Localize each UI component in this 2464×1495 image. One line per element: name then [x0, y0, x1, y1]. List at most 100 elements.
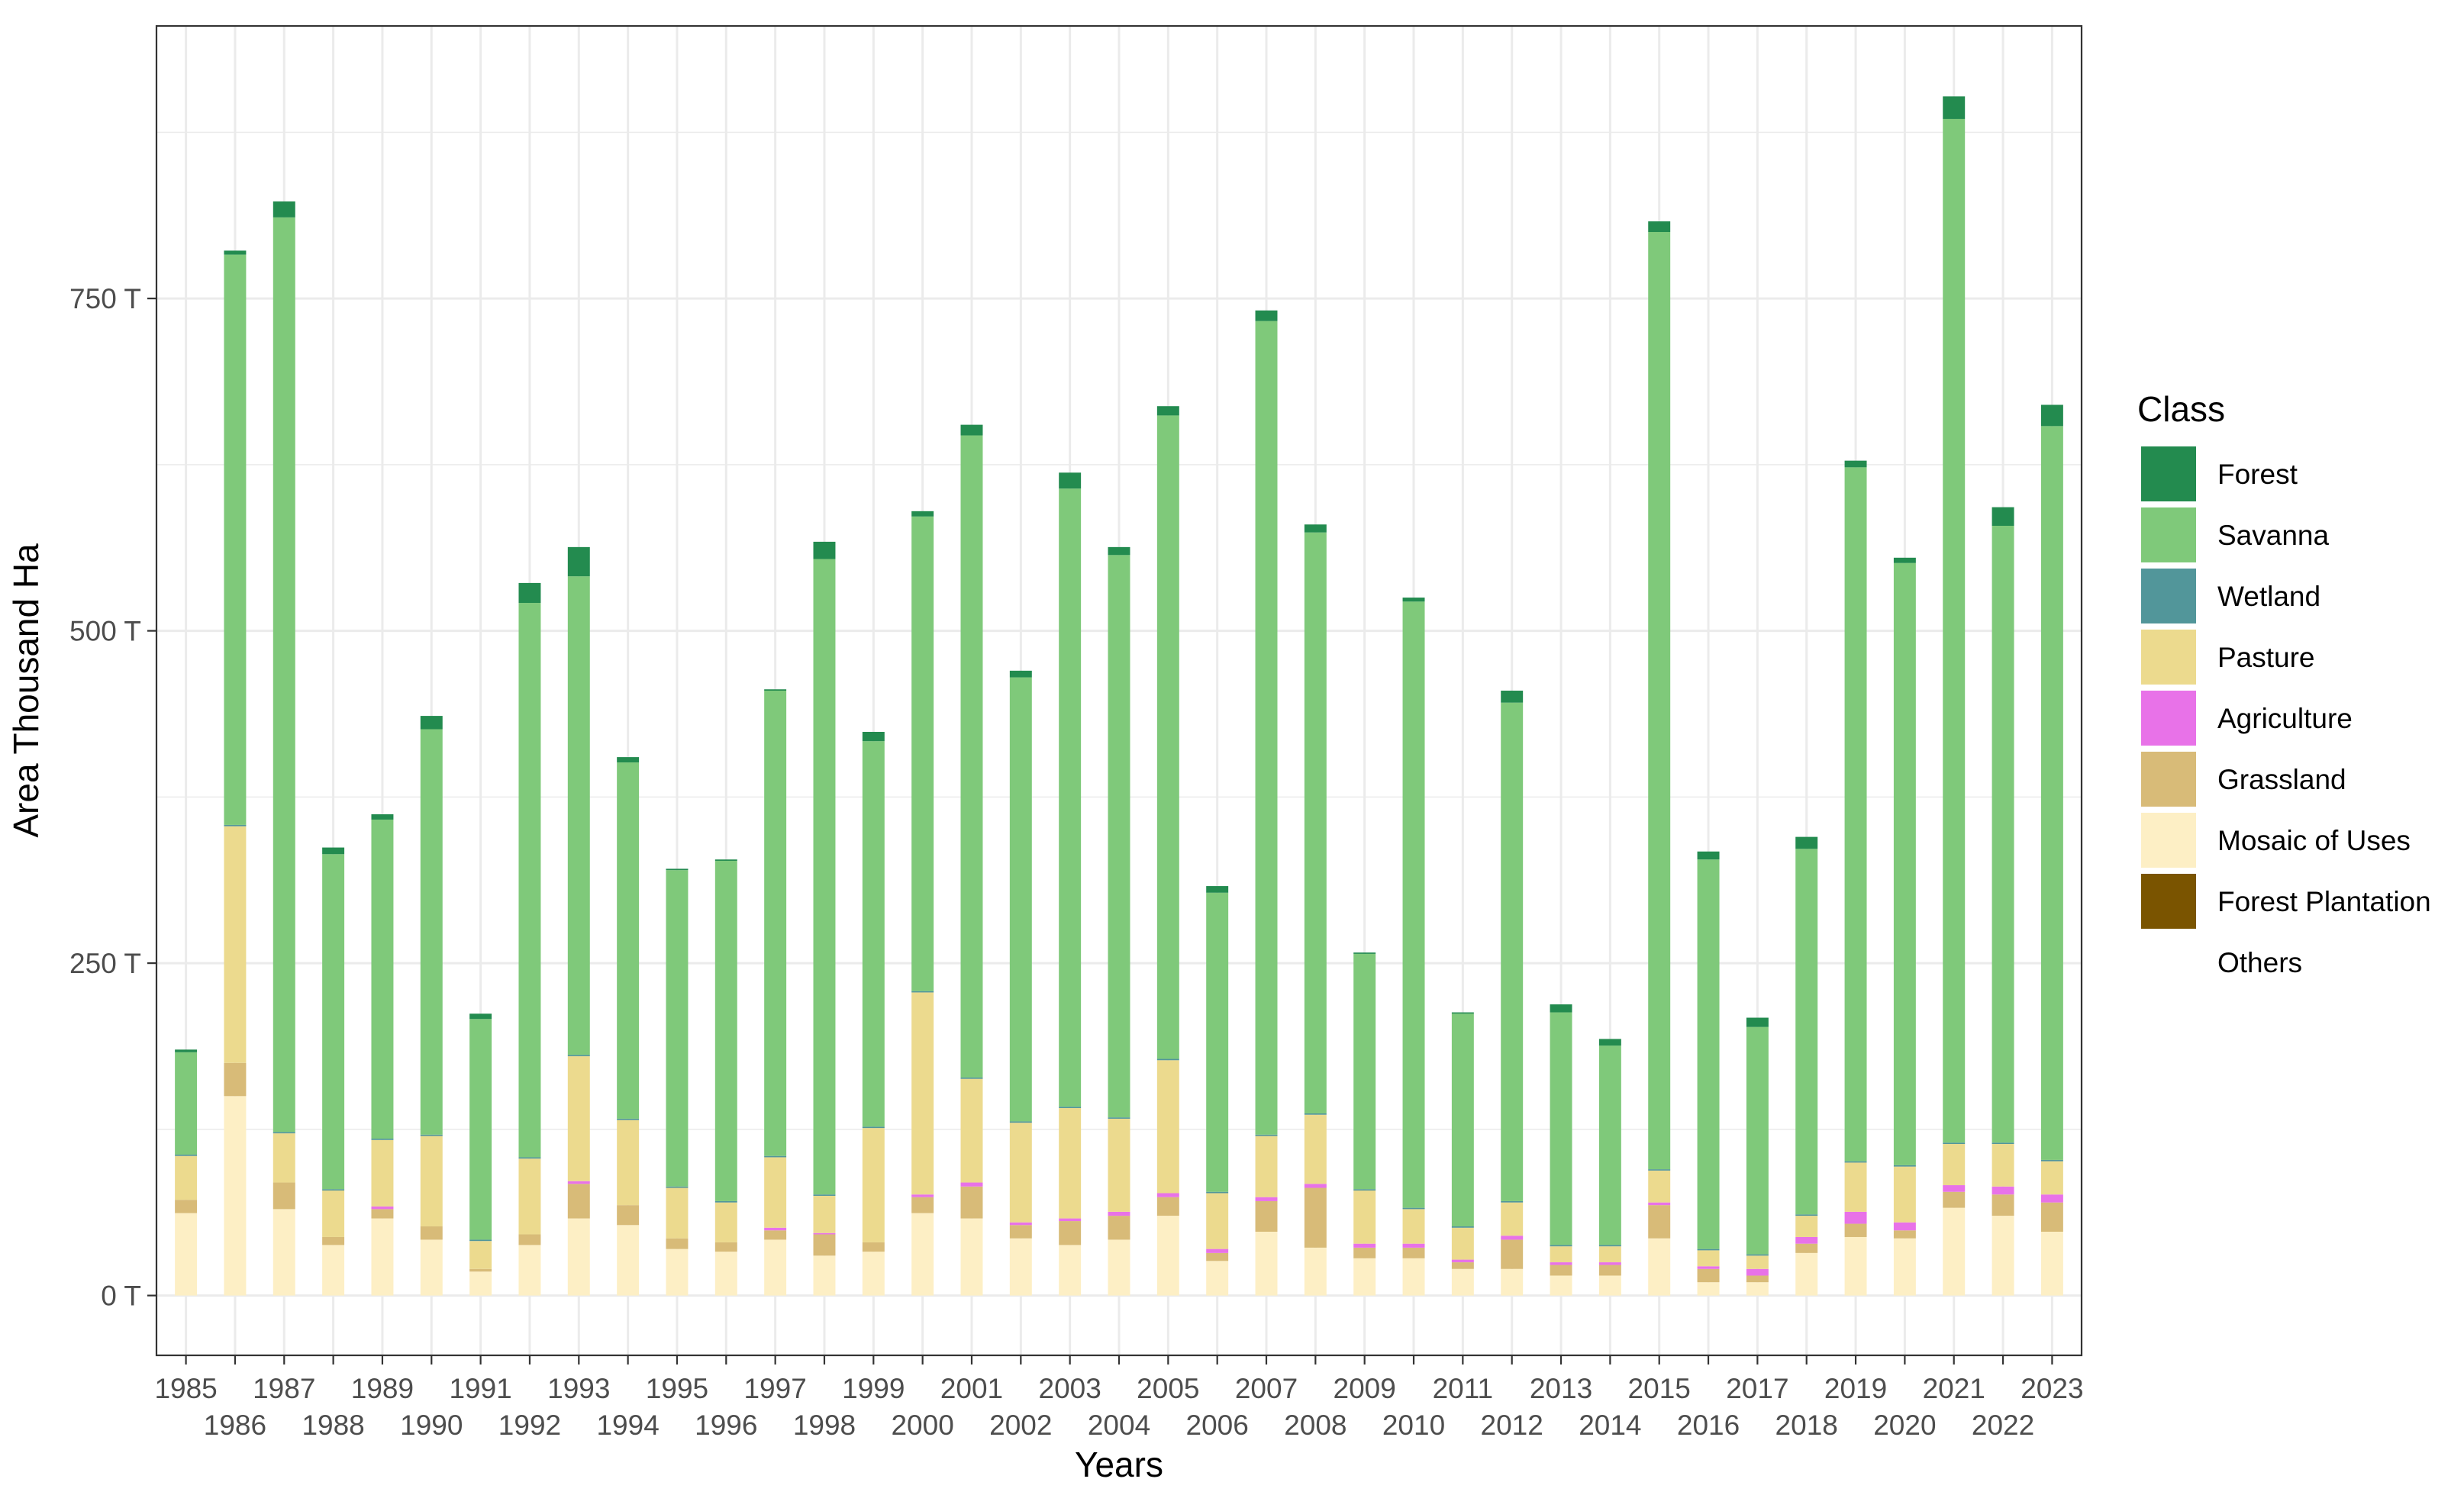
bar-segment-wetland: [1893, 1165, 1916, 1167]
bar-segment-agriculture: [1501, 1236, 1524, 1240]
x-tick-label: 2014: [1579, 1410, 1641, 1441]
x-tick-label: 2020: [1873, 1410, 1936, 1441]
bar-segment-pasture: [175, 1155, 198, 1200]
legend-label: Savanna: [2217, 520, 2329, 551]
bar-segment-forest: [469, 1013, 492, 1020]
bar-stack-1995: [666, 868, 689, 1296]
bar-segment-forest: [1598, 1039, 1621, 1046]
bar-segment-mosaic-of-uses: [1943, 1207, 1966, 1296]
bar-stack-1989: [371, 814, 394, 1296]
x-tick-label: 2013: [1530, 1373, 1592, 1404]
bar-segment-grassland: [273, 1182, 295, 1210]
bar-segment-mosaic-of-uses: [1451, 1268, 1474, 1296]
bar-segment-mosaic-of-uses: [911, 1213, 934, 1296]
y-axis: 0 T 250 T 500 T 750 T: [69, 283, 156, 1312]
bar-segment-mosaic-of-uses: [322, 1245, 345, 1296]
bar-segment-forest: [911, 511, 934, 517]
bar-segment-savanna: [960, 435, 983, 1078]
legend-key-forest: [2141, 446, 2196, 501]
bar-segment-mosaic-of-uses: [1550, 1275, 1572, 1296]
bar-segment-grassland: [1992, 1194, 2014, 1216]
bar-segment-wetland: [1844, 1161, 1867, 1163]
bar-segment-savanna: [1009, 677, 1032, 1122]
x-tick-label: 1988: [302, 1410, 364, 1441]
legend-label: Others: [2217, 947, 2302, 978]
bar-segment-wetland: [2040, 1159, 2063, 1162]
bar-segment-savanna: [1598, 1046, 1621, 1245]
bar-stack-1990: [420, 716, 443, 1296]
bar-segment-mosaic-of-uses: [1255, 1231, 1278, 1296]
legend-title: Class: [2137, 389, 2225, 429]
bar-segment-grassland: [1501, 1239, 1524, 1269]
bar-stack-2002: [1009, 670, 1032, 1296]
bar-segment-wetland: [1697, 1249, 1720, 1251]
bar-segment-grassland: [1943, 1191, 1966, 1208]
bar-stack-2023: [2040, 404, 2063, 1296]
bar-segment-wetland: [1943, 1142, 1966, 1145]
bar-segment-mosaic-of-uses: [224, 1096, 247, 1296]
bar-segment-savanna: [1451, 1013, 1474, 1227]
legend-label: Wetland: [2217, 581, 2320, 612]
x-tick-label: 2009: [1334, 1373, 1396, 1404]
bar-segment-savanna: [469, 1019, 492, 1240]
bar-segment-wetland: [567, 1055, 590, 1057]
bar-segment-savanna: [1255, 321, 1278, 1135]
bar-segment-mosaic-of-uses: [666, 1249, 689, 1296]
x-tick-label: 2003: [1039, 1373, 1101, 1404]
bar-segment-pasture: [1059, 1107, 1082, 1219]
x-tick-label: 1993: [547, 1373, 610, 1404]
bar-segment-savanna: [1943, 118, 1966, 1143]
bar-segment-pasture: [714, 1202, 737, 1242]
bar-segment-mosaic-of-uses: [764, 1239, 787, 1296]
bar-segment-pasture: [371, 1139, 394, 1207]
bar-stack-1991: [469, 1013, 492, 1296]
bar-segment-savanna: [1550, 1012, 1572, 1245]
bar-segment-forest: [1648, 221, 1671, 233]
bar-segment-pasture: [273, 1133, 295, 1183]
bar-stack-2009: [1353, 952, 1376, 1296]
bar-segment-pasture: [1550, 1246, 1572, 1263]
bar-segment-grassland: [1009, 1225, 1032, 1239]
bar-segment-pasture: [1844, 1162, 1867, 1212]
bar-segment-wetland: [960, 1077, 983, 1079]
bar-segment-grassland: [666, 1238, 689, 1249]
bar-segment-wetland: [1108, 1117, 1130, 1119]
bar-segment-agriculture: [764, 1227, 787, 1231]
bar-segment-pasture: [617, 1120, 640, 1206]
legend-key-savanna: [2141, 507, 2196, 562]
bar-segment-grassland: [911, 1197, 934, 1213]
x-tick-label: 2012: [1481, 1410, 1543, 1441]
x-tick-label: 1997: [743, 1373, 806, 1404]
x-tick-label: 1990: [400, 1410, 463, 1441]
legend-label: Pasture: [2217, 642, 2315, 673]
bar-segment-forest: [1943, 96, 1966, 119]
bar-segment-wetland: [1059, 1107, 1082, 1108]
bar-segment-agriculture: [1156, 1193, 1179, 1197]
bar-segment-grassland: [420, 1226, 443, 1240]
bar-segment-grassland: [1746, 1275, 1769, 1283]
bar-segment-agriculture: [1844, 1211, 1867, 1224]
bar-stack-1994: [617, 757, 640, 1296]
bar-segment-agriculture: [371, 1206, 394, 1210]
bar-segment-pasture: [1746, 1255, 1769, 1269]
bar-segment-pasture: [469, 1241, 492, 1269]
legend-label: Agriculture: [2217, 703, 2353, 734]
bar-stack-2021: [1943, 96, 1966, 1296]
bar-segment-agriculture: [1451, 1259, 1474, 1263]
bar-segment-forest: [1009, 670, 1032, 678]
bar-segment-agriculture: [1255, 1197, 1278, 1201]
bar-segment-grassland: [1353, 1247, 1376, 1258]
bar-segment-grassland: [1059, 1221, 1082, 1245]
bar-segment-savanna: [714, 860, 737, 1201]
bar-segment-pasture: [1206, 1193, 1229, 1249]
bar-segment-savanna: [666, 870, 689, 1187]
bar-segment-agriculture: [813, 1232, 836, 1235]
bar-segment-wetland: [1598, 1245, 1621, 1247]
bar-stack-2014: [1598, 1039, 1621, 1296]
bar-segment-forest: [1795, 836, 1818, 849]
bar-segment-pasture: [567, 1056, 590, 1181]
bar-segment-pasture: [420, 1136, 443, 1227]
bar-segment-grassland: [175, 1200, 198, 1213]
bar-segment-pasture: [1795, 1216, 1818, 1237]
bar-segment-forest: [1501, 691, 1524, 703]
